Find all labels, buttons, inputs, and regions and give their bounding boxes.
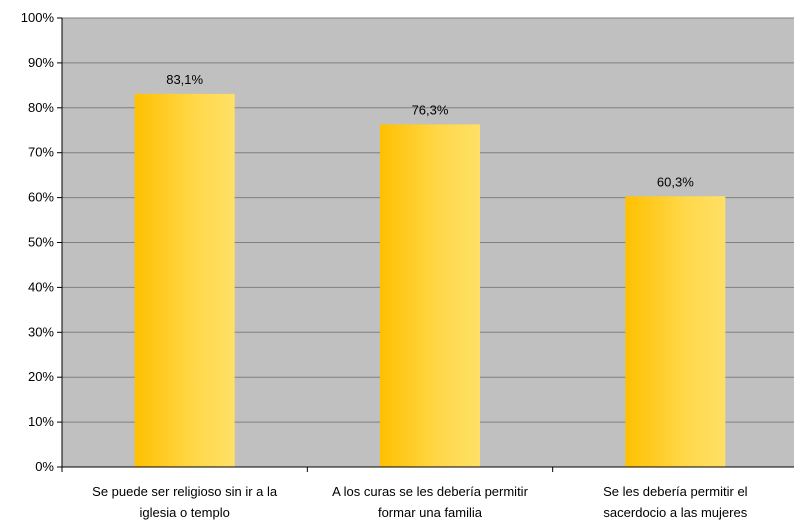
bar (380, 124, 480, 468)
data-label: 83,1% (166, 72, 203, 87)
bars (134, 93, 726, 468)
category-label: sacerdocio a las mujeres (603, 505, 747, 520)
y-tick-label: 40% (28, 279, 54, 294)
y-tick-label: 80% (28, 100, 54, 115)
x-axis-labels: Se puede ser religioso sin ir a la iglesi… (92, 484, 748, 520)
y-tick-label: 60% (28, 190, 54, 205)
y-tick-label: 70% (28, 145, 54, 160)
y-tick-label: 30% (28, 324, 54, 339)
category-label: Se puede ser religioso sin ir a la (92, 484, 278, 499)
category-label: iglesia o templo (140, 505, 230, 520)
category-label: Se les debería permitir el (603, 484, 748, 499)
y-tick-label: 100% (21, 10, 55, 25)
y-tick-label: 10% (28, 414, 54, 429)
y-tick-label: 20% (28, 369, 54, 384)
category-label: A los curas se les debería permitir (332, 484, 528, 499)
bar (134, 93, 235, 468)
y-tick-label: 90% (28, 55, 54, 70)
y-tick-label: 50% (28, 235, 54, 250)
data-label: 76,3% (412, 102, 449, 117)
y-axis-ticks: 0% 10% 20% 30% 40% 50% 60% 70% 80% 90% 100% (21, 10, 62, 474)
y-tick-label: 0% (35, 459, 54, 474)
data-label: 60,3% (657, 174, 694, 189)
data-labels: 83,1% 76,3% 60,3% (166, 72, 694, 189)
bar (625, 196, 726, 468)
category-label: formar una familia (378, 505, 483, 520)
